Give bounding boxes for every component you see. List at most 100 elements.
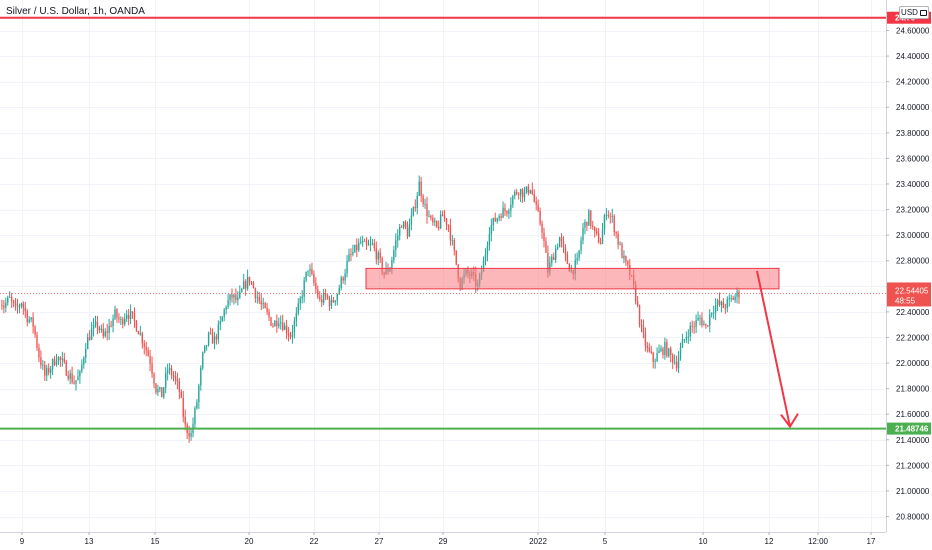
candle-body: [498, 216, 500, 219]
candle-body: [636, 300, 639, 306]
candle-body: [30, 317, 32, 320]
candle-body: [642, 326, 645, 333]
candle-body: [338, 288, 340, 295]
time-tick-label: 29: [439, 537, 448, 546]
candle-body: [360, 242, 362, 244]
candle-body: [640, 324, 643, 327]
candle-body: [322, 293, 325, 303]
candle-body: [545, 241, 547, 253]
candle-body: [299, 298, 301, 304]
candle-body: [662, 348, 664, 355]
candle-body: [529, 189, 532, 193]
candle-body: [377, 252, 379, 260]
symbol-title: Silver / U.S. Dollar, 1h, OANDA: [6, 6, 145, 17]
candle-body: [59, 357, 62, 360]
candle-body: [438, 226, 440, 229]
price-tick-label: 24.40000: [896, 52, 930, 61]
candle-body: [110, 325, 112, 327]
candle-body: [402, 221, 405, 228]
candle-body: [151, 363, 153, 374]
candle-body: [691, 325, 693, 327]
candle-body: [424, 203, 426, 205]
candle-body: [57, 357, 60, 362]
candle-body: [730, 298, 732, 299]
candle-body: [309, 269, 311, 271]
candle-body: [104, 331, 106, 337]
price-tick-label: 21.80000: [896, 385, 930, 394]
candle-body: [369, 243, 372, 245]
candle-body: [305, 271, 307, 281]
candle-body: [551, 256, 553, 263]
candle-body: [26, 311, 28, 323]
candle-body: [393, 250, 395, 261]
currency-label: USD: [901, 8, 918, 17]
candle-body: [190, 433, 192, 437]
candle-body: [297, 303, 299, 314]
candle-body: [656, 353, 658, 362]
price-tick-label: 22.00000: [896, 359, 930, 368]
candle-body: [496, 218, 498, 222]
candle-body: [122, 319, 124, 325]
price-tick-label: 22.20000: [896, 333, 930, 342]
candle-body: [599, 242, 602, 244]
candle-body: [584, 221, 586, 228]
candle-body: [397, 235, 399, 241]
candle-body: [595, 231, 598, 234]
candle-body: [243, 281, 245, 289]
candle-body: [194, 408, 196, 425]
candle-body: [555, 248, 557, 260]
candle-body: [90, 328, 93, 340]
candle-body: [726, 299, 728, 309]
candle-body: [258, 297, 260, 302]
candle-body: [416, 195, 418, 209]
candle-body: [51, 359, 54, 369]
candle-body: [178, 381, 181, 392]
candle-body: [553, 256, 555, 260]
candle-body: [283, 325, 286, 330]
candle-body: [607, 214, 610, 216]
candle-body: [155, 383, 157, 393]
candle-body: [40, 357, 42, 366]
currency-button[interactable]: USD: [899, 6, 929, 19]
candle-body: [426, 203, 428, 217]
candles: [1, 175, 740, 443]
candle-body: [562, 241, 565, 248]
candle-body: [722, 301, 725, 308]
candle-body: [264, 303, 266, 308]
price-tick-label: 23.40000: [896, 180, 930, 189]
candle-body: [9, 296, 11, 298]
candle-body: [732, 298, 734, 300]
candle-body: [646, 345, 649, 348]
candle-body: [504, 207, 506, 212]
candle-body: [268, 311, 270, 318]
candle-body: [307, 270, 309, 272]
candle-body: [371, 243, 374, 245]
candle-body: [315, 283, 317, 290]
candle-body: [638, 305, 641, 325]
candle-body: [558, 237, 561, 248]
candle-body: [660, 348, 662, 351]
price-tick-label: 21.60000: [896, 410, 930, 419]
candle-body: [486, 245, 489, 255]
candle-body: [406, 227, 409, 237]
candle-body: [63, 358, 65, 362]
candle-body: [20, 303, 23, 307]
candle-body: [22, 303, 25, 308]
candle-body: [432, 217, 434, 223]
candle-body: [53, 359, 56, 365]
candle-body: [623, 255, 625, 259]
candle-body: [266, 307, 268, 312]
candle-body: [168, 368, 171, 371]
candle-body: [533, 194, 535, 202]
candle-body: [135, 320, 138, 332]
candle-body: [525, 186, 528, 193]
candle-body: [204, 345, 206, 353]
price-tick-label: 24.60000: [896, 27, 930, 36]
candle-body: [14, 303, 17, 306]
time-tick-label: 20: [245, 537, 254, 546]
price-tick-label: 23.80000: [896, 129, 930, 138]
candle-body: [278, 323, 280, 327]
candle-body: [10, 296, 13, 301]
candle-body: [506, 211, 508, 214]
